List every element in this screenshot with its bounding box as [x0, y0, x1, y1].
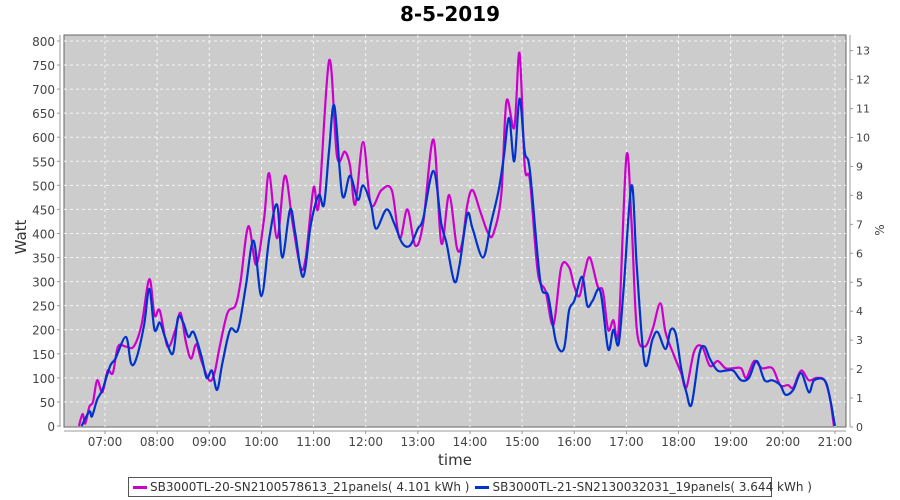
y2-tick-label: 2 — [856, 363, 863, 376]
x-tick-label: 09:00 — [192, 435, 227, 449]
x-tick-label: 07:00 — [88, 435, 123, 449]
y2-tick-label: 0 — [856, 421, 863, 434]
series-line-1 — [80, 97, 837, 427]
y2-tick-label: 3 — [856, 334, 863, 347]
legend-label: SB3000TL-21-SN2130032031_19panels( 3.644… — [492, 480, 812, 494]
y-axis-label: Watt — [12, 219, 30, 254]
y-tick-label: 750 — [32, 59, 55, 73]
legend-swatch — [475, 485, 490, 489]
x-tick-label: 12:00 — [348, 435, 383, 449]
x-tick-label: 16:00 — [557, 435, 592, 449]
legend: SB3000TL-20-SN2100578613_21panels( 4.101… — [128, 477, 812, 497]
y-tick-label: 800 — [32, 35, 55, 49]
y-tick-label: 500 — [32, 179, 55, 193]
y-axis-left: 0 50 100 150 200 250 300 350 400 450 500 550 600 650 7… — [32, 35, 61, 434]
y-tick-label: 150 — [32, 348, 55, 362]
y2-tick-label: 13 — [856, 45, 870, 58]
y-tick-label: 0 — [47, 420, 55, 434]
y-tick-label: 50 — [40, 396, 55, 410]
y-tick-label: 650 — [32, 107, 55, 121]
y-tick-label: 200 — [32, 324, 55, 338]
legend-swatch — [133, 485, 147, 489]
x-tick-label: 18:00 — [661, 435, 696, 449]
y2-tick-label: 8 — [856, 189, 863, 202]
y-tick-label: 100 — [32, 372, 55, 386]
y2-axis-label: % — [873, 224, 887, 235]
x-axis: 07:00 08:00 09:00 10:00 11:00 12:00 13:00 14:00… — [64, 430, 853, 449]
y2-tick-label: 9 — [856, 160, 863, 173]
y-tick-label: 550 — [32, 155, 55, 169]
y-tick-label: 450 — [32, 203, 55, 217]
x-tick-label: 21:00 — [818, 435, 853, 449]
chart-title: 8-5-2019 — [400, 2, 500, 26]
x-tick-label: 20:00 — [766, 435, 801, 449]
legend-item-1: SB3000TL-21-SN2130032031_19panels( 3.644… — [475, 480, 812, 494]
y2-tick-label: 4 — [856, 305, 863, 318]
y-tick-label: 350 — [32, 252, 55, 266]
x-tick-label: 10:00 — [244, 435, 279, 449]
y2-tick-label: 6 — [856, 247, 863, 260]
y2-tick-label: 5 — [856, 276, 863, 289]
x-tick-label: 08:00 — [140, 435, 175, 449]
y2-tick-label: 10 — [856, 132, 870, 145]
series-line-0 — [77, 51, 836, 427]
x-axis-label: time — [438, 451, 472, 469]
y-tick-label: 250 — [32, 300, 55, 314]
y-tick-label: 700 — [32, 83, 55, 97]
x-tick-label: 17:00 — [609, 435, 644, 449]
y-tick-label: 300 — [32, 276, 55, 290]
legend-label: SB3000TL-20-SN2100578613_21panels( 4.101… — [150, 480, 470, 494]
y2-tick-label: 1 — [856, 392, 863, 405]
y2-tick-label: 11 — [856, 103, 870, 116]
x-tick-label: 14:00 — [453, 435, 488, 449]
y2-tick-label: 12 — [856, 74, 870, 87]
x-tick-label: 19:00 — [713, 435, 748, 449]
y2-tick-label: 7 — [856, 218, 863, 231]
x-tick-label: 13:00 — [401, 435, 436, 449]
x-tick-label: 11:00 — [296, 435, 331, 449]
y-tick-label: 600 — [32, 131, 55, 145]
legend-item-0: SB3000TL-20-SN2100578613_21panels( 4.101… — [133, 480, 469, 494]
y-tick-label: 400 — [32, 227, 55, 241]
series-lines — [77, 51, 837, 427]
x-tick-label: 15:00 — [505, 435, 540, 449]
